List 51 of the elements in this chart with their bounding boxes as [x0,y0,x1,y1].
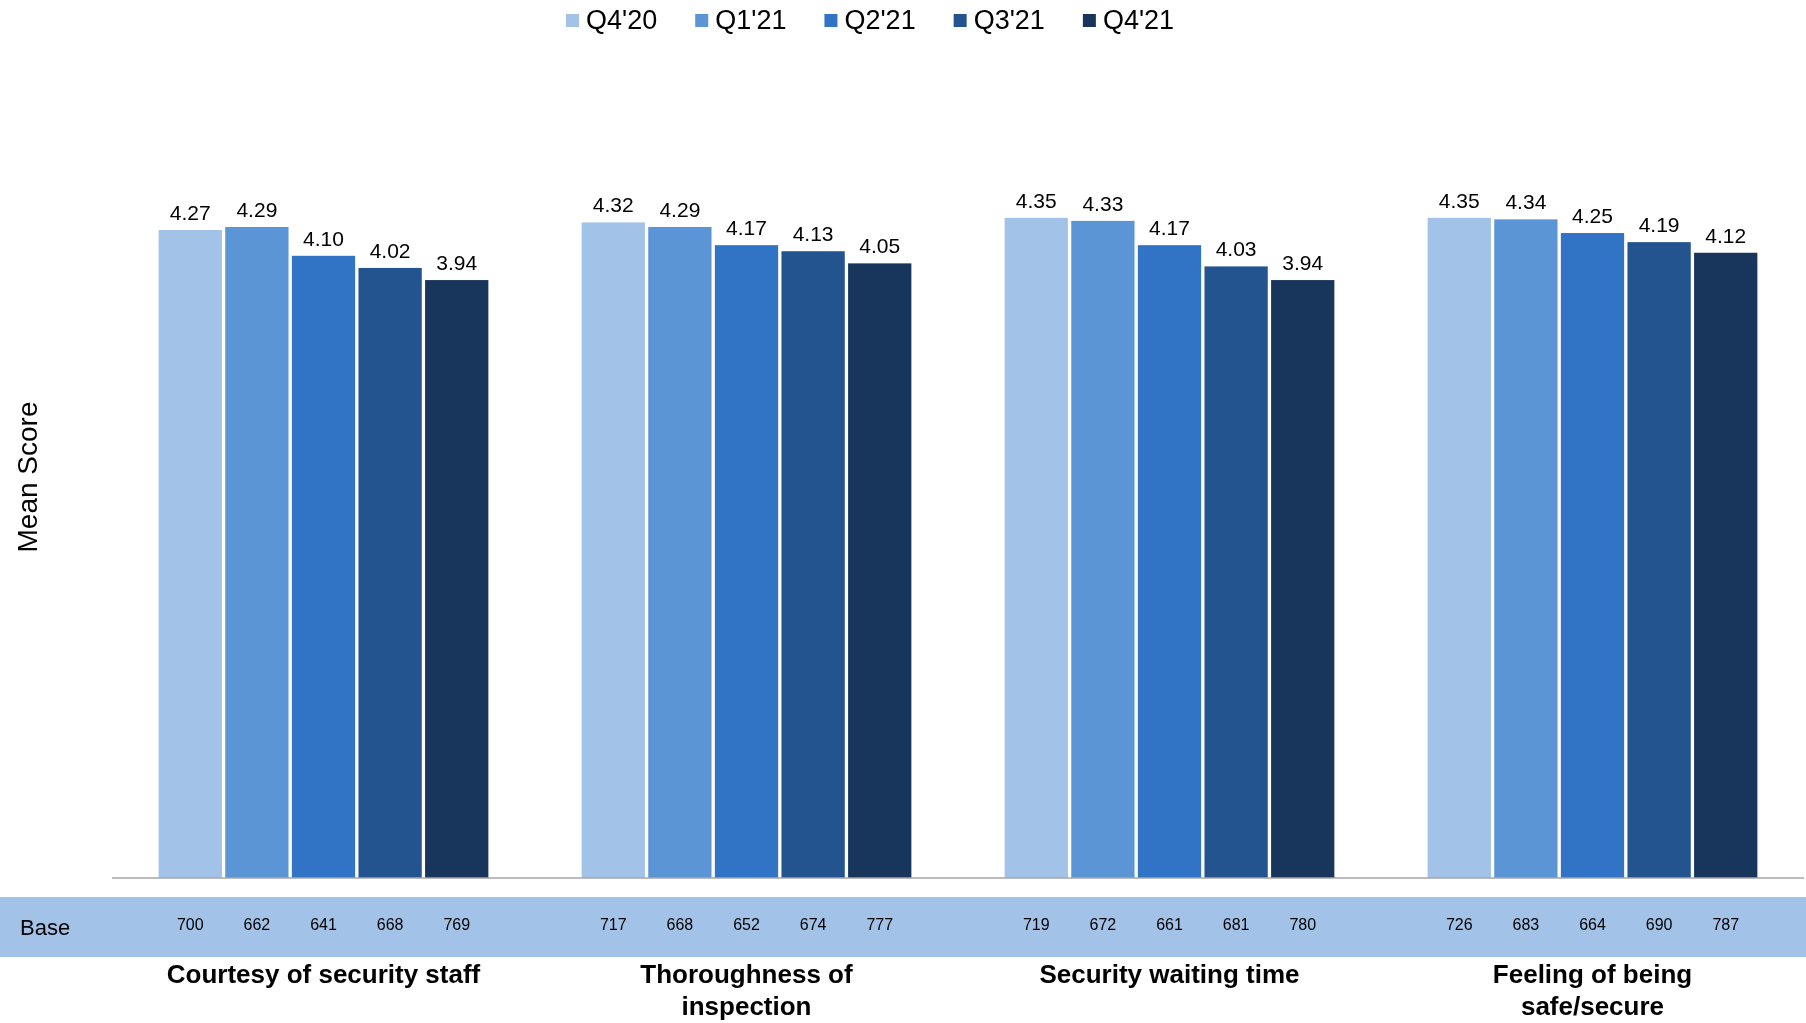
x-tick-label: Feeling of being safe/secure [1492,959,1693,1021]
text: 662 [243,916,271,933]
legend-label: Q2'21 [844,5,916,35]
text: 700 [176,916,204,933]
text: 726 [1445,916,1473,933]
data-label: 4.13 [792,222,834,246]
text: 777 [866,916,894,933]
text: 717 [599,916,627,933]
data-label: 4.03 [1215,237,1257,261]
text: 681 [1222,916,1250,933]
y-axis-title: Mean Score [12,401,43,553]
data-label: 4.32 [592,193,634,217]
text: 652 [733,916,760,933]
text: 787 [1712,916,1740,933]
data-label: 4.17 [726,216,767,240]
data-label: 4.17 [1149,216,1190,240]
text: 672 [1089,916,1117,933]
text: 668 [376,916,404,933]
data-label: 4.10 [303,226,344,250]
data-label: 4.19 [1638,213,1680,237]
legend-label: Q4'21 [1102,5,1175,35]
x-tick-label: Thoroughness of inspection [640,959,853,1021]
text: 668 [666,916,694,933]
data-label: 3.94 [1282,251,1324,275]
data-label: 4.05 [859,234,901,258]
legend-label: Q4'20 [586,5,658,35]
data-label: 4.12 [1705,223,1747,247]
text: 780 [1289,916,1317,933]
data-label: 4.25 [1572,204,1613,228]
text: 641 [310,916,337,933]
text: 719 [1022,916,1050,933]
data-label: 3.94 [436,251,478,275]
x-tick-label: Security waiting time [1039,959,1300,989]
legend-label: Q1'21 [715,5,787,35]
x-tick-label: Courtesy of security staff [166,959,481,989]
data-label: 4.35 [1015,188,1057,212]
data-label: 4.33 [1082,191,1124,215]
data-label: 4.29 [659,197,701,221]
text: 661 [1156,916,1183,933]
data-label: 4.29 [236,197,278,221]
legend-label: Q3'21 [973,5,1045,35]
text: 664 [1579,916,1606,933]
text: 683 [1512,916,1540,933]
data-label: 4.27 [169,200,211,224]
text: 690 [1645,916,1673,933]
data-label: 4.34 [1505,190,1547,214]
text: 769 [443,916,471,933]
data-label: 4.35 [1438,188,1480,212]
text: 674 [799,916,827,933]
text: Base [20,915,71,940]
data-label: 4.02 [369,238,411,262]
